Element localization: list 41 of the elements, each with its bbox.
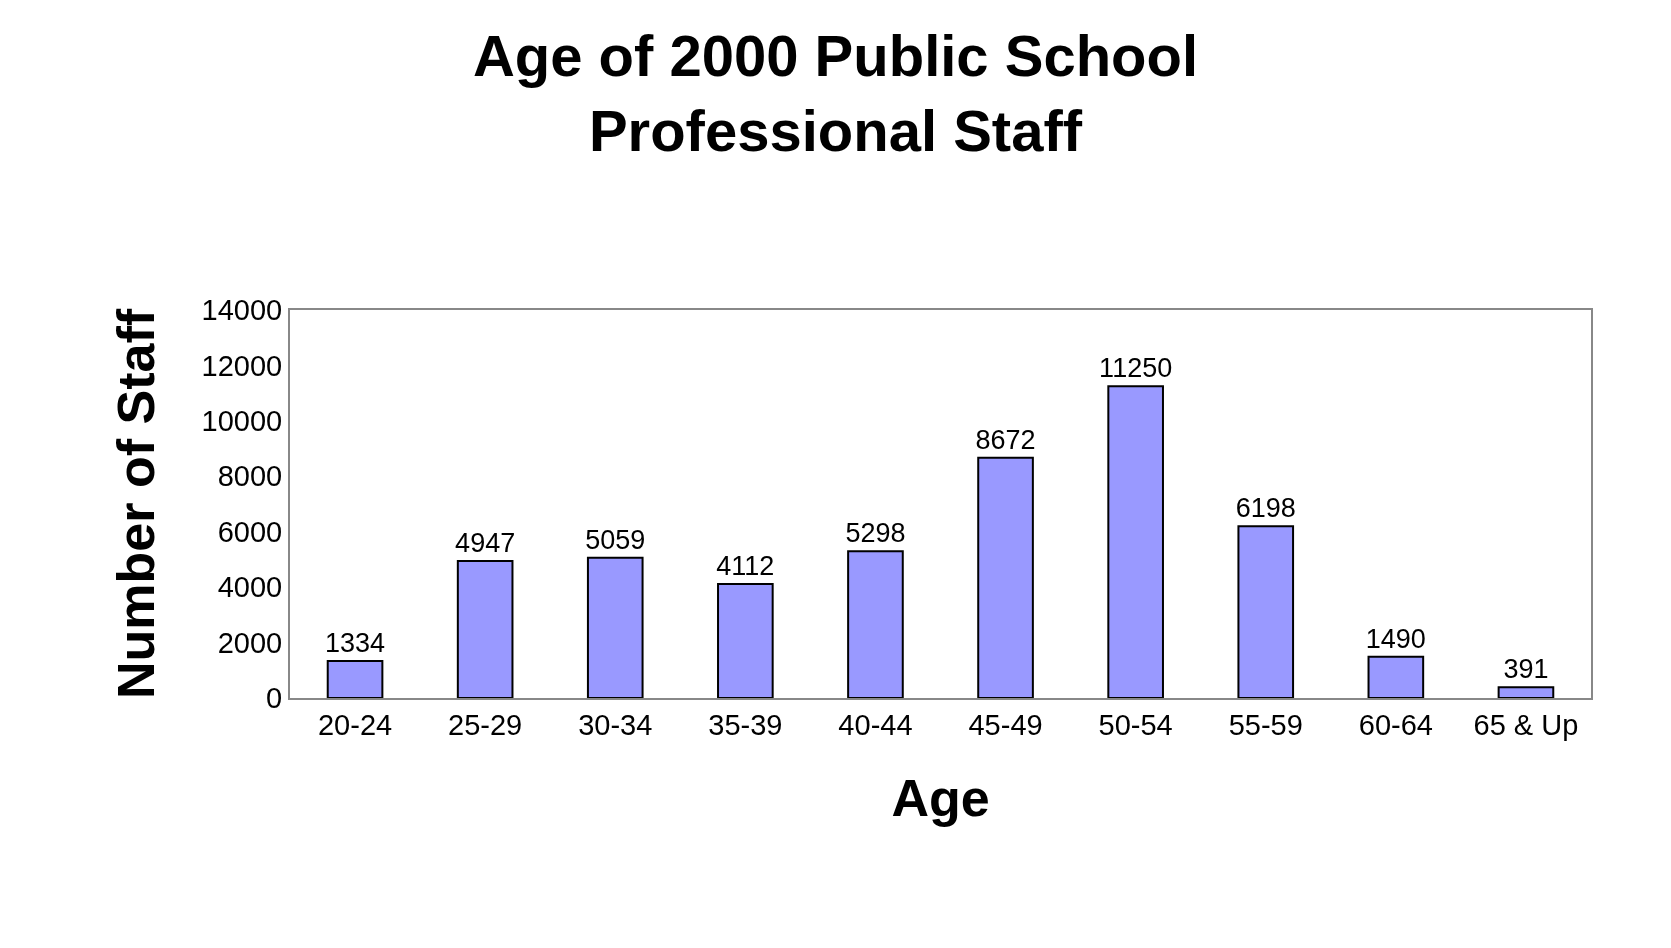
data-label: 1490: [1365, 623, 1426, 654]
bar: [977, 456, 1034, 698]
bar: [326, 660, 384, 698]
x-tick-label: 20-24: [317, 708, 393, 741]
y-tick-label: 4000: [217, 571, 283, 604]
x-tick-label: 55-59: [1228, 708, 1303, 741]
data-label: 11250: [1099, 353, 1173, 384]
data-label: 6198: [1235, 493, 1296, 524]
x-tick-label: 25-29: [448, 708, 523, 741]
data-label: 1334: [325, 628, 386, 659]
bar: [456, 559, 514, 698]
y-tick-label: 2000: [217, 626, 283, 659]
data-label: 4947: [455, 527, 516, 558]
x-tick-label: 65 & Up: [1473, 708, 1579, 741]
x-tick-label: 50-54: [1098, 708, 1173, 741]
y-tick-label: 10000: [201, 405, 283, 438]
x-tick-label: 45-49: [968, 708, 1043, 741]
data-label: 391: [1503, 654, 1549, 685]
bar: [1107, 385, 1164, 698]
x-tick-label: 60-64: [1358, 708, 1433, 741]
bar: [1367, 655, 1425, 698]
bar: [847, 550, 904, 698]
x-tick-label: 30-34: [578, 708, 653, 741]
data-label: 5298: [845, 518, 906, 549]
bar: [1237, 525, 1295, 698]
y-tick-label: 14000: [201, 294, 283, 327]
x-axis-title: Age: [891, 769, 990, 828]
data-label: 5059: [585, 524, 646, 555]
bar: [586, 556, 644, 698]
data-label: 4112: [716, 551, 775, 582]
bar: [1497, 686, 1555, 698]
data-label: 8672: [975, 424, 1036, 455]
y-tick-label: 0: [266, 682, 283, 715]
x-tick-label: 35-39: [708, 708, 783, 741]
y-tick-label: 12000: [201, 349, 283, 382]
bar: [717, 583, 774, 698]
y-tick-label: 8000: [217, 460, 283, 493]
y-axis-title: Number of Staff: [107, 308, 166, 699]
x-tick-label: 40-44: [838, 708, 913, 741]
chart-title: Age of 2000 Public School Professional Staff: [472, 22, 1199, 164]
y-tick-label: 6000: [217, 515, 283, 548]
